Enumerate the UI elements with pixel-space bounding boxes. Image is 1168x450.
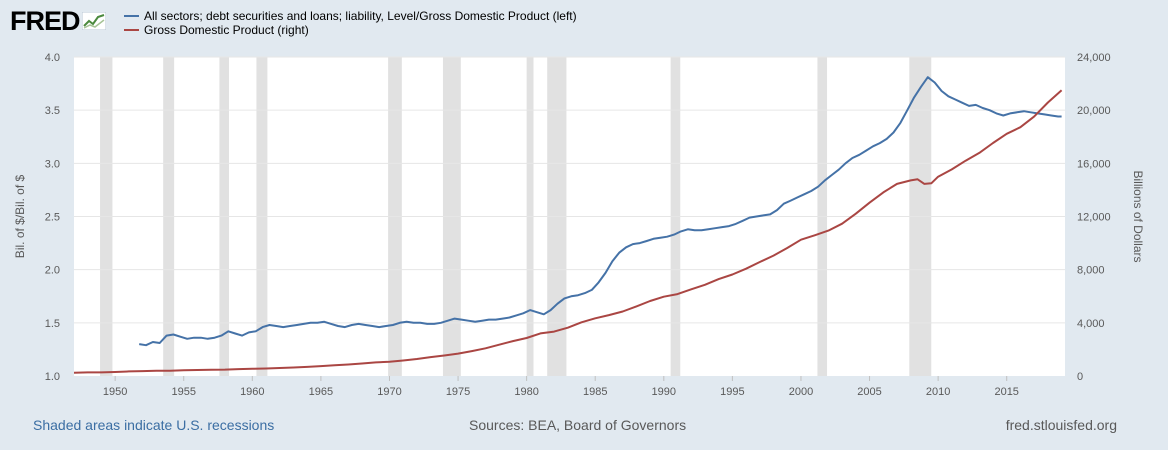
- y-right-tick-label: 20,000: [1077, 105, 1111, 117]
- x-tick-label: 2005: [857, 386, 881, 398]
- legend-item-debt-ratio[interactable]: All sectors; debt securities and loans; …: [124, 9, 577, 23]
- fred-logo[interactable]: FRED: [10, 6, 106, 36]
- x-tick-label: 1990: [652, 386, 676, 398]
- recessions-note: Shaded areas indicate U.S. recessions: [33, 417, 275, 433]
- chart-legend: All sectors; debt securities and loans; …: [124, 9, 577, 37]
- y-left-tick-label: 1.5: [45, 318, 60, 330]
- y-right-tick-label: 12,000: [1077, 212, 1111, 224]
- series-line-gdp: [73, 89, 1063, 374]
- x-tick-label: 1980: [514, 386, 538, 398]
- y-left-tick-label: 3.5: [45, 105, 60, 117]
- legend-swatch-gdp: [124, 29, 139, 31]
- x-tick-label: 1960: [240, 386, 264, 398]
- x-tick-label: 2010: [926, 386, 950, 398]
- x-tick-label: 1965: [309, 386, 333, 398]
- y-right-tick-label: 16,000: [1077, 158, 1111, 170]
- x-tick-label: 1995: [720, 386, 744, 398]
- y-left-tick-label: 1.0: [45, 371, 60, 383]
- y-left-tick-label: 4.0: [45, 52, 60, 64]
- y-left-tick-label: 2.5: [45, 212, 60, 224]
- x-tick-label: 2015: [994, 386, 1018, 398]
- x-tick-label: 1985: [583, 386, 607, 398]
- chart-logo-icon: [81, 12, 106, 30]
- sources-note: Sources: BEA, Board of Governors: [469, 417, 687, 433]
- x-tick-label: 2000: [789, 386, 813, 398]
- site-link[interactable]: fred.stlouisfed.org: [1005, 417, 1117, 433]
- x-tick-label: 1955: [171, 386, 195, 398]
- y-left-tick-label: 2.0: [45, 265, 60, 277]
- y-left-axis-title: Bil. of $/Bil. of $: [13, 174, 27, 258]
- legend-label-debt: All sectors; debt securities and loans; …: [144, 9, 577, 23]
- x-tick-label: 1950: [103, 386, 127, 398]
- y-left-tick-label: 3.0: [45, 158, 60, 170]
- x-tick-label: 1975: [446, 386, 470, 398]
- y-right-tick-label: 8,000: [1077, 265, 1105, 277]
- y-right-tick-label: 0: [1077, 371, 1083, 383]
- y-right-axis-title: Billions of Dollars: [1131, 170, 1145, 262]
- legend-item-gdp[interactable]: Gross Domestic Product (right): [124, 23, 577, 37]
- legend-swatch-debt: [124, 15, 139, 17]
- y-right-tick-label: 24,000: [1077, 52, 1111, 64]
- y-right-tick-label: 4,000: [1077, 318, 1105, 330]
- series-line-debt-ratio: [139, 76, 1062, 347]
- fred-logo-text: FRED: [10, 5, 80, 36]
- x-tick-label: 1970: [377, 386, 401, 398]
- legend-label-gdp: Gross Domestic Product (right): [144, 23, 309, 37]
